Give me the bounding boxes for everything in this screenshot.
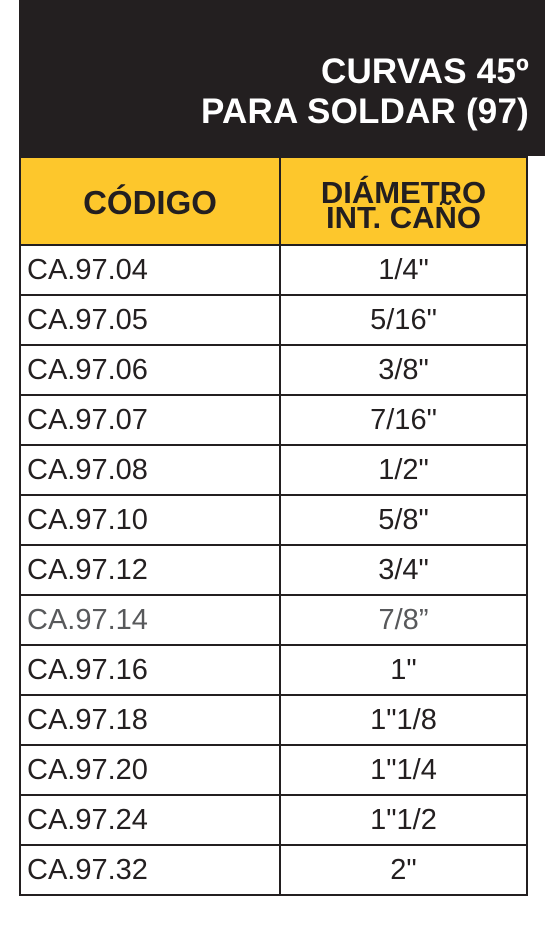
cell-code: CA.97.08 <box>19 444 281 496</box>
table-row: CA.97.07 7/16" <box>19 394 528 446</box>
title-line-1: CURVAS 45º <box>320 52 529 91</box>
table-row: CA.97.05 5/16" <box>19 294 528 346</box>
cell-code: CA.97.10 <box>19 494 281 546</box>
cell-code: CA.97.16 <box>19 644 281 696</box>
column-header-diameter: DIÁMETRO INT. CAÑO <box>279 156 528 246</box>
table-row: CA.97.18 1"1/8 <box>19 694 528 746</box>
cell-code: CA.97.32 <box>19 844 281 896</box>
table-row: CA.97.06 3/8" <box>19 344 528 396</box>
cell-diameter: 1/4" <box>279 244 528 296</box>
table-row: CA.97.16 1" <box>19 644 528 696</box>
cell-code: CA.97.05 <box>19 294 281 346</box>
cell-diameter: 5/16" <box>279 294 528 346</box>
cell-diameter: 7/16" <box>279 394 528 446</box>
cell-diameter: 5/8" <box>279 494 528 546</box>
cell-diameter: 1"1/2 <box>279 794 528 846</box>
cell-diameter: 3/4" <box>279 544 528 596</box>
cell-diameter: 1"1/8 <box>279 694 528 746</box>
cell-code: CA.97.04 <box>19 244 281 296</box>
cell-code: CA.97.14 <box>19 594 281 646</box>
cell-diameter: 7/8” <box>279 594 528 646</box>
cell-diameter: 1"1/4 <box>279 744 528 796</box>
table-row: CA.97.12 3/4" <box>19 544 528 596</box>
table-row: CA.97.20 1"1/4 <box>19 744 528 796</box>
table-header-row: CÓDIGO DIÁMETRO INT. CAÑO <box>19 156 528 246</box>
table-row: CA.97.08 1/2" <box>19 444 528 496</box>
product-table: CÓDIGO DIÁMETRO INT. CAÑO CA.97.04 1/4" … <box>19 156 528 896</box>
cell-code: CA.97.12 <box>19 544 281 596</box>
title-banner: CURVAS 45º PARA SOLDAR (97) <box>19 0 545 156</box>
cell-diameter: 1/2" <box>279 444 528 496</box>
table-row: CA.97.10 5/8" <box>19 494 528 546</box>
cell-diameter: 1" <box>279 644 528 696</box>
table-row: CA.97.04 1/4" <box>19 244 528 296</box>
cell-diameter: 2" <box>279 844 528 896</box>
cell-code: CA.97.07 <box>19 394 281 446</box>
cell-code: CA.97.06 <box>19 344 281 396</box>
page-title: CURVAS 45º PARA SOLDAR (97) <box>201 52 529 132</box>
cell-code: CA.97.18 <box>19 694 281 746</box>
cell-diameter: 3/8" <box>279 344 528 396</box>
table-row: CA.97.32 2" <box>19 844 528 896</box>
cell-code: CA.97.20 <box>19 744 281 796</box>
table-row: CA.97.24 1"1/2 <box>19 794 528 846</box>
column-header-diameter-line-1: DIÁMETRO <box>320 175 487 210</box>
column-header-diameter-line-2: INT. CAÑO <box>326 200 481 235</box>
table-row: CA.97.14 7/8” <box>19 594 528 646</box>
column-header-code: CÓDIGO <box>19 156 281 246</box>
cell-code: CA.97.24 <box>19 794 281 846</box>
title-line-2: PARA SOLDAR (97) <box>201 92 529 131</box>
